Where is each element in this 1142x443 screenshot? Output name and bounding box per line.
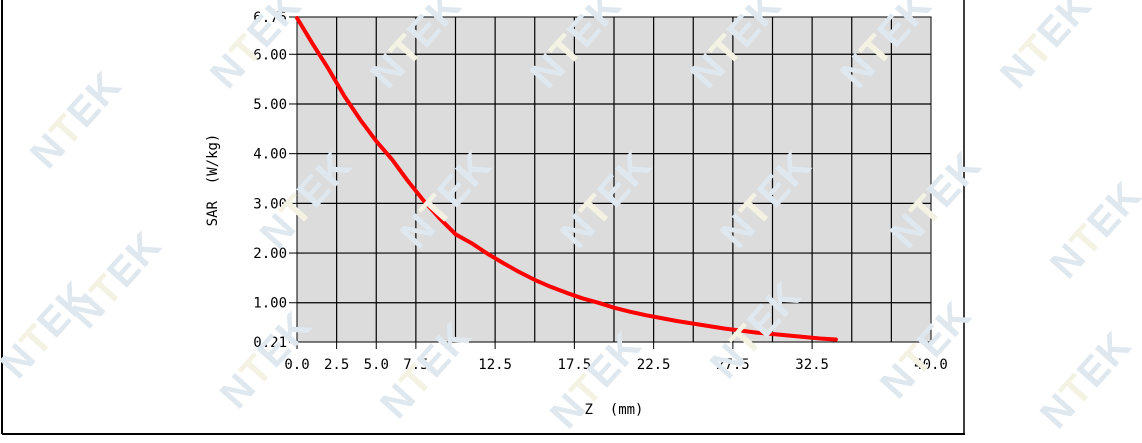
x-tick-label: 7.5 [403,357,428,373]
x-axis-label: Z (mm) [584,402,643,418]
grid-lines [297,17,931,342]
y-tick-label: 6.75 [253,10,287,26]
sar-curve [295,16,838,342]
y-tick-label: 0.21 [253,335,287,351]
x-tick-label: 22.5 [637,357,671,373]
x-tick-label: 0.0 [284,357,309,373]
y-tick-label: 6.00 [253,47,287,63]
y-tick-label: 3.00 [253,196,287,212]
data-series [295,16,838,342]
y-tick-label: 1.00 [253,296,287,312]
y-tick-label: 5.00 [253,97,287,113]
x-tick-label: 17.5 [558,357,592,373]
x-tick-label: 12.5 [478,357,512,373]
x-tick-label: 32.5 [795,357,829,373]
y-axis-label: SAR (W/kg) [205,134,221,227]
y-tick-label: 2.00 [253,246,287,262]
x-tick-label: 27.5 [716,357,750,373]
x-tick-label: 40.0 [914,357,948,373]
y-tick-label: 4.00 [253,147,287,163]
x-tick-label: 2.5 [324,357,349,373]
axis-ticks: 0.21 1.00 2.00 3.00 4.00 5.00 6.00 6.75 0.0 2.5 5.… [253,10,948,373]
x-tick-label: 5.0 [364,357,389,373]
